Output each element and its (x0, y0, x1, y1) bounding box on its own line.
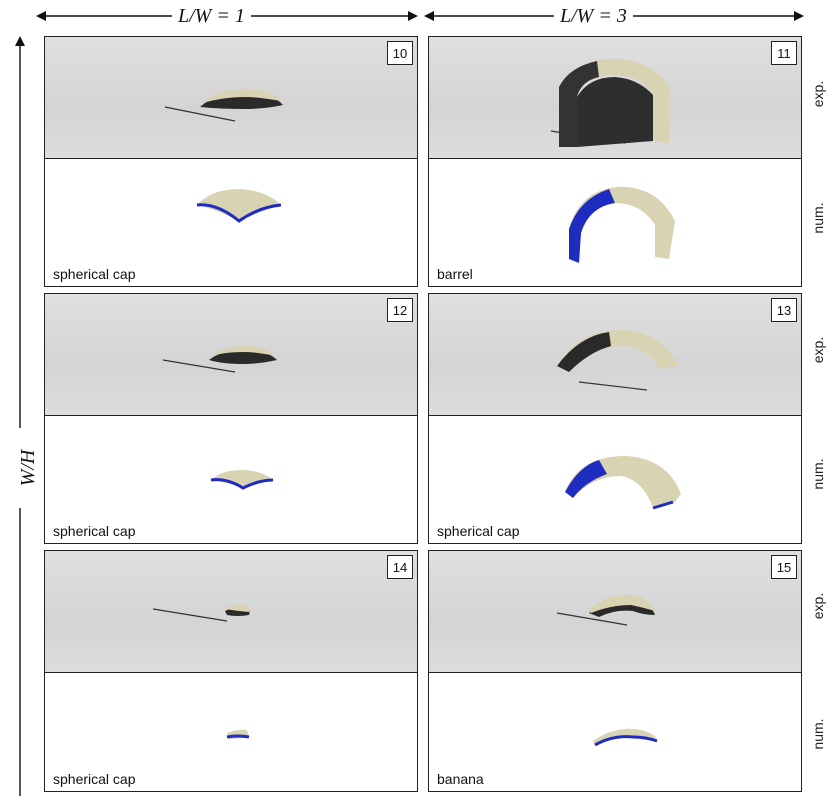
shell-render-spherical-cap (226, 729, 250, 739)
shell-render-banana (593, 728, 658, 747)
row-label-exp-1: exp. (810, 80, 826, 108)
panel-number: 11 (771, 41, 797, 65)
row-label-num-2: num. (810, 458, 826, 490)
panel-15: 15 banana (428, 550, 802, 792)
row-label-num-3: num. (810, 718, 826, 750)
panel-11: 11 barrel (428, 36, 802, 287)
panel-number: 15 (771, 555, 797, 579)
simulation-render: spherical cap (45, 673, 417, 791)
experiment-photo: 12 (45, 294, 417, 416)
shape-label: spherical cap (53, 266, 136, 282)
panel-number: 12 (387, 298, 413, 322)
shell-photo-spherical-cap (162, 346, 277, 373)
panel-12: 12 spherical cap (44, 293, 418, 544)
vertical-axis: W/H (14, 36, 40, 796)
simulation-render: barrel (429, 159, 801, 286)
vertical-arrow (15, 36, 25, 796)
experiment-photo: 15 (429, 551, 801, 673)
shape-label: banana (437, 771, 484, 787)
shape-label: spherical cap (53, 771, 136, 787)
experiment-photo: 10 (45, 37, 417, 159)
experiment-photo: 11 (429, 37, 801, 159)
shell-render-spherical-cap (196, 189, 282, 223)
lw1-label: L/W = 1 (172, 4, 251, 28)
shell-photo-spherical-cap (557, 330, 679, 391)
experiment-photo: 13 (429, 294, 801, 416)
panel-number: 14 (387, 555, 413, 579)
shell-photo-spherical-cap (164, 89, 283, 122)
header-right: L/W = 3 (424, 4, 804, 28)
simulation-render: spherical cap (45, 416, 417, 543)
row-label-exp-2: exp. (810, 336, 826, 364)
shell-photo-barrel (550, 58, 669, 147)
shape-label: spherical cap (53, 523, 136, 539)
simulation-render: spherical cap (429, 416, 801, 543)
shell-render-barrel (569, 186, 675, 263)
shape-label: barrel (437, 266, 473, 282)
panel-10: 10 spherical cap (44, 36, 418, 287)
panel-13: 13 spherical cap (428, 293, 802, 544)
header-left: L/W = 1 (36, 4, 418, 28)
panel-14: 14 spherical cap (44, 550, 418, 792)
shell-photo-banana (556, 594, 655, 626)
panel-number: 13 (771, 298, 797, 322)
shell-render-spherical-cap (210, 470, 274, 490)
shape-label: spherical cap (437, 523, 520, 539)
shell-render-spherical-cap (565, 456, 681, 510)
row-label-exp-3: exp. (810, 592, 826, 620)
simulation-render: spherical cap (45, 159, 417, 286)
panel-number: 10 (387, 41, 413, 65)
lw3-label: L/W = 3 (554, 4, 633, 28)
wh-label: W/H (16, 428, 40, 508)
shell-photo-spherical-cap (152, 603, 250, 622)
simulation-render: banana (429, 673, 801, 791)
row-label-num-1: num. (810, 202, 826, 234)
experiment-photo: 14 (45, 551, 417, 673)
